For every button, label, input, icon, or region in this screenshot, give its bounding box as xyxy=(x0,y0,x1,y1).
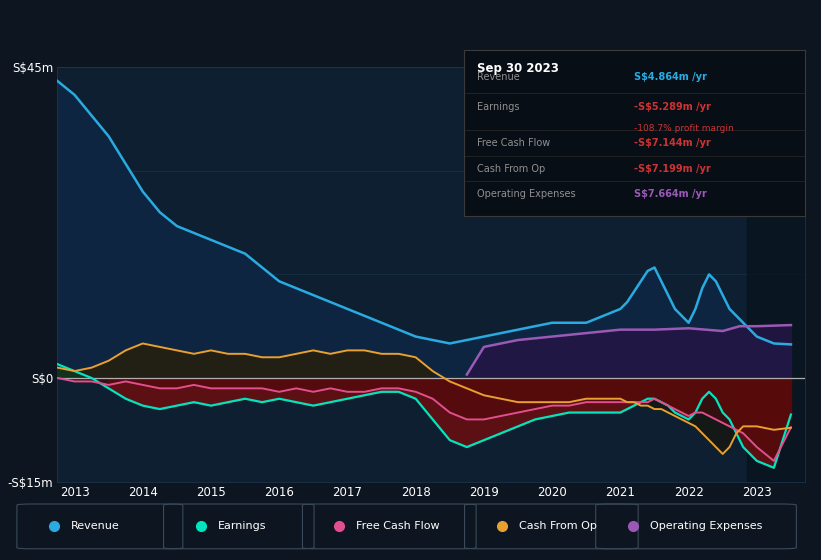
Text: Free Cash Flow: Free Cash Flow xyxy=(356,521,440,531)
Text: -108.7% profit margin: -108.7% profit margin xyxy=(635,124,734,133)
Text: Sep 30 2023: Sep 30 2023 xyxy=(478,62,559,75)
Text: -S$7.199m /yr: -S$7.199m /yr xyxy=(635,164,711,174)
Text: Revenue: Revenue xyxy=(71,521,120,531)
Text: Operating Expenses: Operating Expenses xyxy=(478,189,576,199)
Text: Operating Expenses: Operating Expenses xyxy=(649,521,762,531)
Text: -S$5.289m /yr: -S$5.289m /yr xyxy=(635,101,711,111)
Text: Cash From Op: Cash From Op xyxy=(519,521,596,531)
Bar xyxy=(746,67,805,482)
Text: -S$7.144m /yr: -S$7.144m /yr xyxy=(635,138,711,148)
Text: S$4.864m /yr: S$4.864m /yr xyxy=(635,72,707,82)
Text: Earnings: Earnings xyxy=(218,521,266,531)
Text: S$7.664m /yr: S$7.664m /yr xyxy=(635,189,707,199)
Text: Cash From Op: Cash From Op xyxy=(478,164,546,174)
Text: Free Cash Flow: Free Cash Flow xyxy=(478,138,551,148)
Text: Revenue: Revenue xyxy=(478,72,521,82)
Text: Earnings: Earnings xyxy=(478,101,520,111)
